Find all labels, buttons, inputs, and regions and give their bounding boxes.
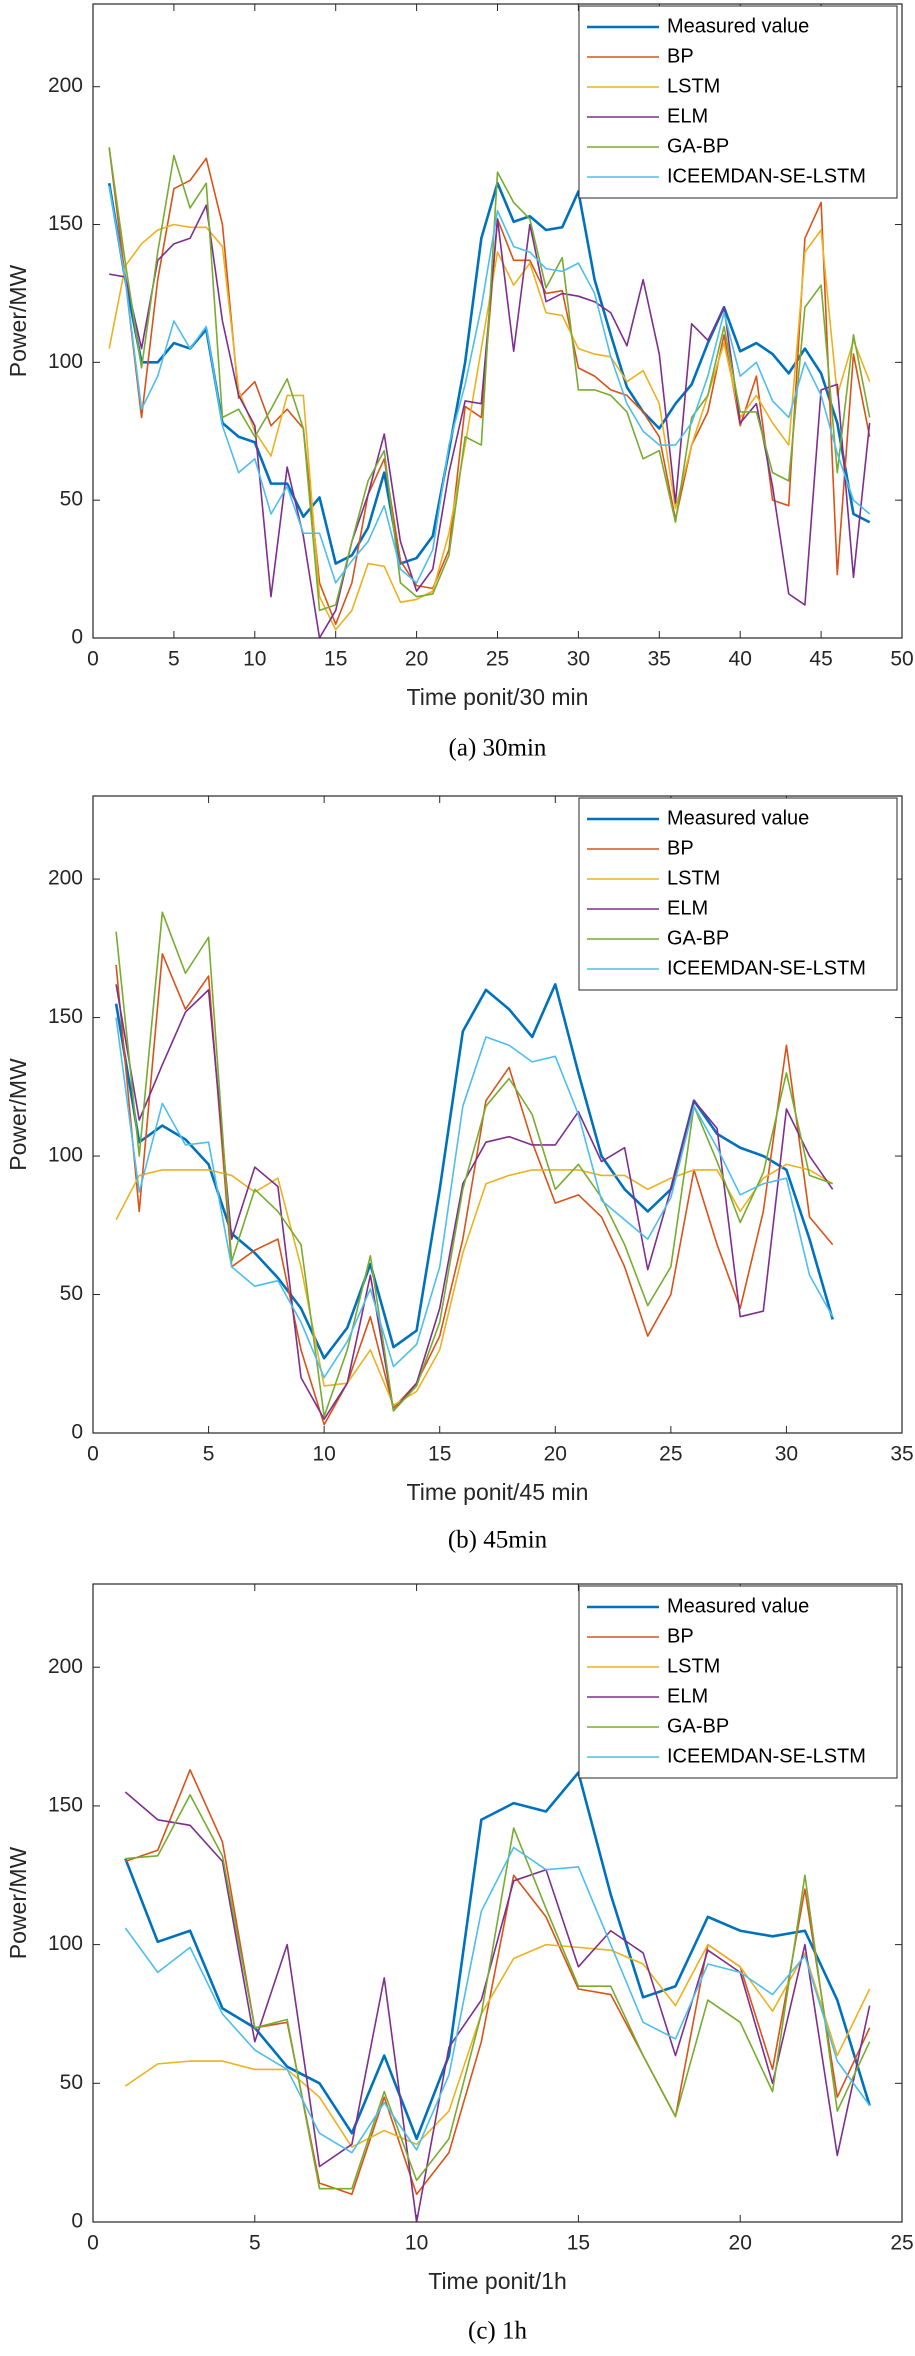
x-tick-label: 0 bbox=[87, 648, 99, 671]
y-tick-label: 150 bbox=[48, 212, 83, 235]
x-tick-label: 20 bbox=[544, 1443, 567, 1466]
legend-label: ICEEMDAN-SE-LSTM bbox=[667, 165, 866, 187]
x-tick-label: 15 bbox=[324, 648, 347, 671]
y-axis-label: Power/MW bbox=[5, 1846, 31, 1959]
x-tick-label: 30 bbox=[775, 1443, 798, 1466]
y-tick-label: 150 bbox=[48, 1005, 83, 1028]
legend-label: ICEEMDAN-SE-LSTM bbox=[667, 1745, 866, 1767]
y-axis-label: Power/MW bbox=[5, 264, 31, 377]
series-line bbox=[124, 1846, 871, 2154]
y-tick-label: 0 bbox=[71, 2210, 83, 2233]
y-tick-label: 100 bbox=[48, 1144, 83, 1167]
series-line bbox=[124, 1791, 871, 2222]
legend-label: ELM bbox=[667, 897, 708, 919]
series-group bbox=[124, 1769, 871, 2222]
x-tick-label: 20 bbox=[405, 648, 428, 671]
x-axis-label: Time ponit/45 min bbox=[407, 1479, 589, 1505]
caption: (a) 30min bbox=[449, 735, 547, 762]
legend-label: ELM bbox=[667, 1685, 708, 1707]
y-tick-label: 100 bbox=[48, 350, 83, 373]
series-line bbox=[124, 1771, 871, 2141]
legend-label: BP bbox=[667, 837, 694, 859]
x-tick-label: 35 bbox=[648, 648, 671, 671]
x-tick-label: 5 bbox=[249, 2232, 261, 2255]
x-tick-label: 15 bbox=[428, 1443, 451, 1466]
series-line bbox=[107, 181, 871, 565]
legend-label: LSTM bbox=[667, 867, 720, 889]
series-line bbox=[124, 1943, 871, 2148]
series-line bbox=[115, 911, 833, 1418]
x-tick-label: 5 bbox=[203, 1443, 215, 1466]
series-line bbox=[114, 983, 834, 1360]
legend-box bbox=[578, 5, 898, 199]
x-tick-label: 30 bbox=[567, 648, 590, 671]
legend-label: GA-BP bbox=[667, 135, 729, 157]
x-tick-label: 45 bbox=[809, 648, 832, 671]
y-tick-label: 50 bbox=[60, 488, 83, 511]
series-group bbox=[114, 911, 834, 1426]
chart: 0 50 100 150 200 0 5 10 15 20 25 30 35 Time ponit/45 … bbox=[5, 795, 914, 1554]
legend-label: LSTM bbox=[667, 75, 720, 97]
y-tick-label: 100 bbox=[48, 1932, 83, 1955]
axes-box bbox=[92, 3, 903, 639]
series-line bbox=[115, 984, 834, 1420]
series-line bbox=[125, 1794, 871, 2190]
legend-label: LSTM bbox=[667, 1655, 720, 1677]
x-tick-label: 10 bbox=[405, 2232, 428, 2255]
axes-box bbox=[92, 795, 903, 1434]
series-line bbox=[108, 185, 871, 584]
y-tick-label: 0 bbox=[71, 1421, 83, 1444]
series-line bbox=[115, 1017, 834, 1379]
legend-label: Measured value bbox=[667, 15, 809, 37]
legend-box bbox=[578, 797, 898, 991]
x-tick-label: 25 bbox=[890, 2232, 913, 2255]
y-tick-label: 150 bbox=[48, 1793, 83, 1816]
series-line bbox=[115, 1163, 834, 1407]
x-tick-label: 10 bbox=[312, 1443, 335, 1466]
caption: (b) 45min bbox=[448, 1527, 548, 1554]
y-tick-label: 200 bbox=[48, 74, 83, 97]
legend-label: Measured value bbox=[667, 1595, 809, 1617]
legend-label: ELM bbox=[667, 105, 708, 127]
legend-label: GA-BP bbox=[667, 927, 729, 949]
series-line bbox=[108, 147, 871, 612]
x-tick-label: 0 bbox=[87, 1443, 99, 1466]
x-tick-label: 20 bbox=[729, 2232, 752, 2255]
series-group bbox=[107, 147, 871, 638]
legend-label: GA-BP bbox=[667, 1715, 729, 1737]
y-tick-label: 0 bbox=[71, 626, 83, 649]
x-tick-label: 50 bbox=[890, 648, 913, 671]
x-tick-label: 25 bbox=[486, 648, 509, 671]
chart: 0 50 100 150 200 0 5 10 15 20 25 Time ponit/1h Power… bbox=[5, 1583, 914, 2345]
series-line bbox=[115, 953, 834, 1426]
x-tick-label: 10 bbox=[243, 648, 266, 671]
x-axis-label: Time ponit/30 min bbox=[407, 684, 589, 710]
legend-label: BP bbox=[667, 45, 694, 67]
y-tick-label: 200 bbox=[48, 1655, 83, 1678]
x-tick-label: 15 bbox=[567, 2232, 590, 2255]
y-tick-label: 50 bbox=[60, 1282, 83, 1305]
y-tick-label: 200 bbox=[48, 867, 83, 890]
caption: (c) 1h bbox=[468, 2318, 527, 2345]
axes-box bbox=[92, 1583, 903, 2223]
x-tick-label: 25 bbox=[659, 1443, 682, 1466]
legend-label: Measured value bbox=[667, 807, 809, 829]
x-tick-label: 0 bbox=[87, 2232, 99, 2255]
x-tick-label: 35 bbox=[890, 1443, 913, 1466]
y-axis-label: Power/MW bbox=[5, 1058, 31, 1171]
chart: 0 50 100 150 200 0 5 10 15 20 25 30 35 40 45 50 Time pon… bbox=[5, 3, 914, 762]
x-tick-label: 40 bbox=[729, 648, 752, 671]
legend-label: ICEEMDAN-SE-LSTM bbox=[667, 957, 866, 979]
legend-label: BP bbox=[667, 1625, 694, 1647]
x-axis-label: Time ponit/1h bbox=[428, 2268, 567, 2294]
y-tick-label: 50 bbox=[60, 2071, 83, 2094]
legend-box bbox=[578, 1585, 898, 1779]
x-tick-label: 5 bbox=[168, 648, 180, 671]
